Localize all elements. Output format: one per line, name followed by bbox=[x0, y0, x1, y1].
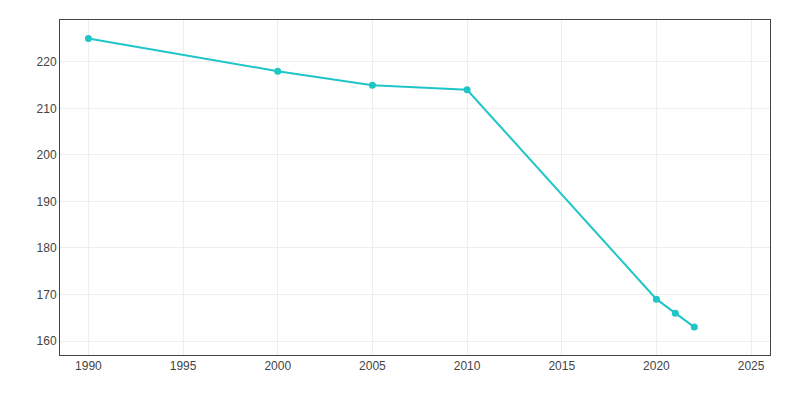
svg-text:180: 180 bbox=[37, 241, 57, 255]
svg-text:2005: 2005 bbox=[359, 359, 386, 373]
svg-text:190: 190 bbox=[37, 195, 57, 209]
svg-text:1995: 1995 bbox=[170, 359, 197, 373]
svg-text:220: 220 bbox=[37, 55, 57, 69]
svg-text:160: 160 bbox=[37, 334, 57, 348]
svg-text:2000: 2000 bbox=[264, 359, 291, 373]
svg-text:1990: 1990 bbox=[75, 359, 102, 373]
svg-text:2010: 2010 bbox=[454, 359, 481, 373]
svg-text:2015: 2015 bbox=[548, 359, 575, 373]
svg-text:210: 210 bbox=[37, 102, 57, 116]
svg-text:2025: 2025 bbox=[738, 359, 765, 373]
svg-text:200: 200 bbox=[37, 148, 57, 162]
svg-text:170: 170 bbox=[37, 288, 57, 302]
svg-text:2020: 2020 bbox=[643, 359, 670, 373]
